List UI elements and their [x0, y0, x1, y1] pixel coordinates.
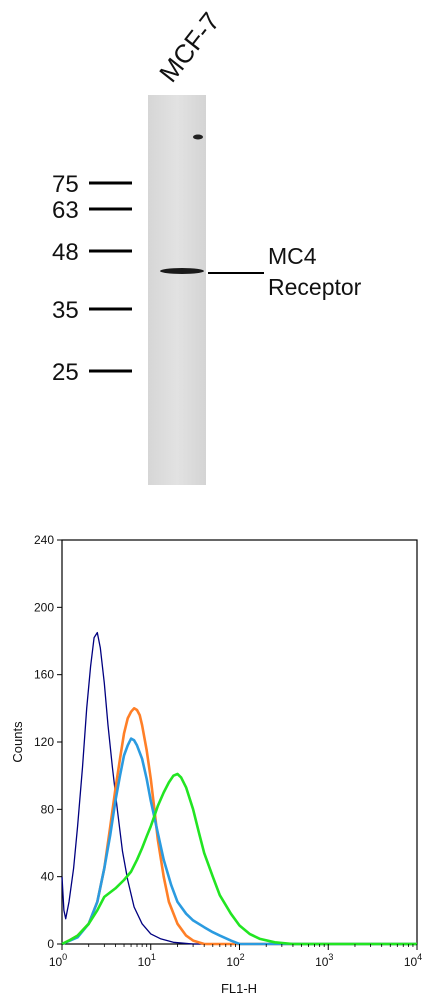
x-tick-exponent: 4: [417, 952, 422, 962]
western-blot-figure: MCF-7 75 63 48 35 25 MC4 Receptor: [52, 7, 362, 485]
y-axis-label: Counts: [10, 721, 25, 763]
x-tick-exponent: 1: [151, 952, 156, 962]
y-tick-label: 120: [34, 735, 54, 749]
band-label-line2: Receptor: [268, 274, 362, 300]
y-tick-label: 0: [47, 937, 54, 951]
x-tick-label: 101: [138, 952, 156, 969]
x-tick-exponent: 2: [240, 952, 245, 962]
x-axis-label: FL1-H: [221, 981, 257, 996]
y-tick-label: 160: [34, 668, 54, 682]
y-tick-label: 80: [41, 802, 55, 816]
plot-frame: [61, 539, 418, 945]
flow-histogram-panel: 0 40 80 120 160 200 240 100 101 102 103 104 Counts…: [0, 505, 430, 999]
band-label-line1: MC4: [268, 243, 317, 269]
y-tick-label: 40: [41, 870, 55, 884]
x-tick-exponent: 3: [328, 952, 333, 962]
x-tick-label: 100: [49, 952, 67, 969]
artifact-spot: [193, 134, 203, 140]
western-blot-panel: MCF-7 75 63 48 35 25 MC4 Receptor: [52, 7, 362, 485]
histogram-series-line: [61, 737, 417, 946]
x-tick-label: 103: [315, 952, 333, 969]
marker-label: 25: [52, 359, 79, 386]
marker-label: 48: [52, 239, 79, 266]
x-tick-exponent: 0: [62, 952, 67, 962]
x-tick-label: 104: [404, 952, 422, 969]
histogram-series-line: [61, 772, 417, 946]
y-tick-label: 200: [34, 600, 54, 614]
marker-label: 63: [52, 197, 79, 224]
lane-label: MCF-7: [153, 7, 226, 88]
histogram-series-line: [61, 631, 417, 945]
marker-label: 75: [52, 171, 79, 198]
y-tick-label: 240: [34, 533, 54, 547]
x-tick-label: 102: [226, 952, 244, 969]
protein-band: [160, 268, 204, 274]
blot-lane: [148, 95, 206, 485]
marker-label: 35: [52, 297, 79, 324]
histogram-series-line: [61, 707, 417, 946]
